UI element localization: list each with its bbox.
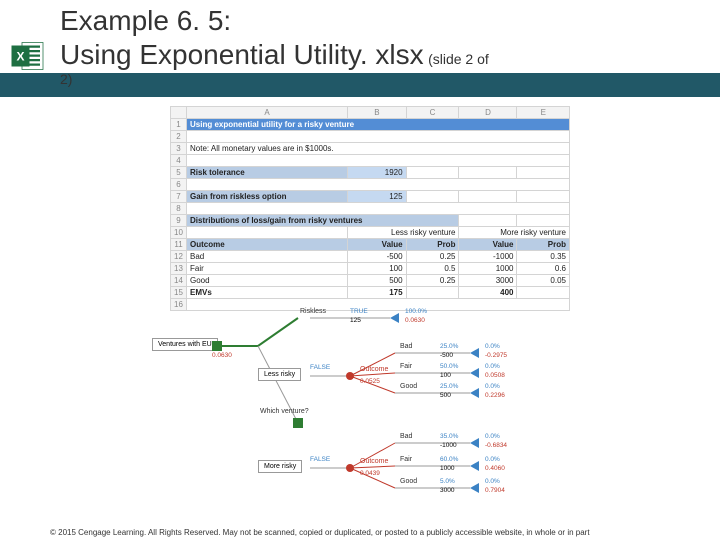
mb-r: 0.0% — [485, 433, 500, 440]
mg-r: 0.0% — [485, 478, 500, 485]
svg-text:X: X — [16, 50, 24, 64]
branch-less-risky: Less risky — [258, 368, 301, 381]
lb-p: 25.0% — [440, 343, 458, 350]
slide-title-1: Example 6. 5: — [60, 4, 720, 38]
spreadsheet-table: ABCDE 1Using exponential utility for a r… — [170, 106, 570, 311]
lf-u: 0.0508 — [485, 372, 505, 379]
lf-p: 50.0% — [440, 363, 458, 370]
end-node-icon — [470, 483, 479, 493]
outcome-label-2: Outcome — [360, 458, 388, 465]
decision-node-icon — [293, 418, 303, 428]
less-good: Good — [400, 383, 417, 390]
copyright-footer: © 2015 Cengage Learning. All Rights Rese… — [50, 528, 700, 538]
riskless-value: 125 — [350, 317, 361, 324]
spreadsheet: ABCDE 1Using exponential utility for a r… — [170, 106, 570, 311]
less-util: 0.0525 — [360, 378, 380, 385]
mf-r: 0.0% — [485, 456, 500, 463]
lb-v: -500 — [440, 352, 453, 359]
end-node-icon — [470, 368, 479, 378]
more-fair: Fair — [400, 456, 412, 463]
chance-node-icon — [346, 372, 354, 380]
end-node-icon — [470, 388, 479, 398]
slide-title-2: Using Exponential Utility. xlsx — [60, 39, 424, 70]
more-false: FALSE — [310, 456, 330, 463]
decision-tree: Ventures with EU 0.0630 Riskless TRUE 12… — [150, 308, 570, 518]
mf-p: 60.0% — [440, 456, 458, 463]
root-node: Ventures with EU — [152, 338, 218, 351]
end-node-icon — [470, 348, 479, 358]
slide-counter-2: 2) — [60, 71, 72, 87]
more-util: 0.0439 — [360, 470, 380, 477]
riskless-util: 0.0630 — [405, 317, 425, 324]
end-node-icon — [390, 313, 399, 323]
mf-v: 1000 — [440, 465, 454, 472]
lf-r: 0.0% — [485, 363, 500, 370]
mg-v: 3000 — [440, 487, 454, 494]
lb-r: 0.0% — [485, 343, 500, 350]
lg-v: 500 — [440, 392, 451, 399]
more-good: Good — [400, 478, 417, 485]
less-bad: Bad — [400, 343, 412, 350]
mb-v: -1000 — [440, 442, 457, 449]
outcome-label: Outcome — [360, 366, 388, 373]
mb-u: -0.6834 — [485, 442, 507, 449]
chance-node-icon — [346, 464, 354, 472]
lg-u: 0.2296 — [485, 392, 505, 399]
title-bar: 2) — [0, 73, 720, 97]
lg-r: 0.0% — [485, 383, 500, 390]
riskless-true: TRUE — [350, 308, 368, 315]
excel-icon: X — [10, 38, 46, 74]
branch-riskless: Riskless — [300, 308, 326, 315]
end-node-icon — [470, 461, 479, 471]
lb-u: -0.2975 — [485, 352, 507, 359]
mf-u: 0.4060 — [485, 465, 505, 472]
end-node-icon — [470, 438, 479, 448]
which-label: Which venture? — [260, 408, 309, 415]
branch-more-risky: More risky — [258, 460, 302, 473]
mg-p: 5.0% — [440, 478, 455, 485]
lf-v: 100 — [440, 372, 451, 379]
less-fair: Fair — [400, 363, 412, 370]
decision-node-icon — [212, 341, 222, 351]
slide-counter-1: (slide 2 of — [428, 51, 489, 67]
root-val: 0.0630 — [212, 352, 232, 359]
more-bad: Bad — [400, 433, 412, 440]
slide-header: X Example 6. 5: Using Exponential Utilit… — [0, 0, 720, 71]
less-false: FALSE — [310, 364, 330, 371]
riskless-pct: 100.0% — [405, 308, 427, 315]
lg-p: 25.0% — [440, 383, 458, 390]
mb-p: 35.0% — [440, 433, 458, 440]
mg-u: 0.7904 — [485, 487, 505, 494]
